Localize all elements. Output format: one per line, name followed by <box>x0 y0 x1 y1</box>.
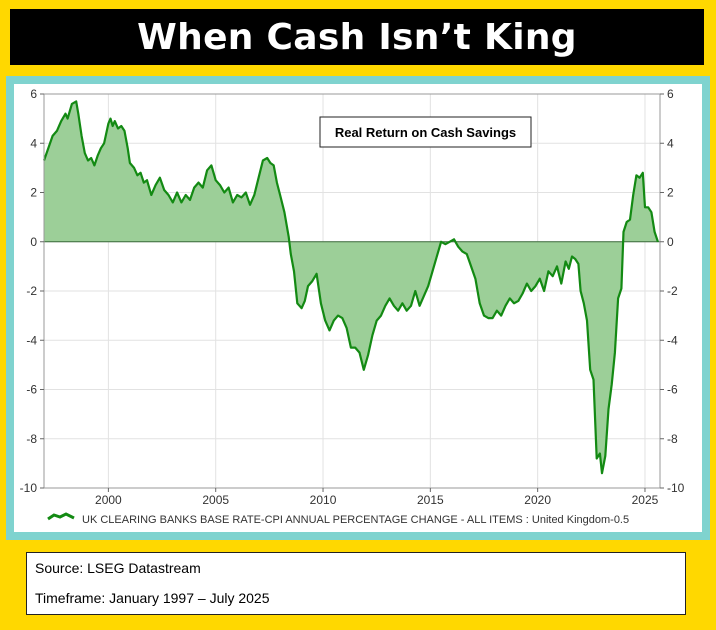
y-tick-label-right: 4 <box>667 136 674 150</box>
y-tick-label-right: 2 <box>667 186 674 200</box>
chart-title-box <box>319 116 532 148</box>
chart-frame: -10 -10 -8 -8 -6 -6 -4 -4 -2 -2 0 0 2 2 4 4 6 6 2000 2005 20… <box>6 76 710 540</box>
source-box: Source: LSEG Datastream Timeframe: Janua… <box>26 552 686 615</box>
chart-panel: -10 -10 -8 -8 -6 -6 -4 -4 -2 -2 0 0 2 2 4 4 6 6 2000 2005 20… <box>14 84 702 532</box>
timeframe-text: Timeframe: January 1997 – July 2025 <box>35 590 270 606</box>
y-tick-label-left: -8 <box>26 432 37 446</box>
x-tick-label: 2010 <box>310 493 337 507</box>
source-text: Source: LSEG Datastream <box>35 560 201 576</box>
x-tick-label: 2020 <box>524 493 551 507</box>
x-tick-label: 2000 <box>95 493 122 507</box>
y-tick-label-left: -2 <box>26 284 37 298</box>
y-tick-label-right: -2 <box>667 284 678 298</box>
y-tick-label-right: -6 <box>667 383 678 397</box>
chart-title: Real Return on Cash Savings <box>335 125 516 140</box>
y-tick-label-right: -4 <box>667 333 678 347</box>
series-line <box>42 100 659 475</box>
y-tick-label-right: 6 <box>667 87 674 101</box>
y-tick-label-left: 6 <box>30 87 37 101</box>
x-tick-label: 2015 <box>417 493 444 507</box>
legend-label: UK CLEARING BANKS BASE RATE-CPI ANNUAL P… <box>82 514 629 526</box>
x-tick-label: 2025 <box>632 493 659 507</box>
x-tick-label: 2005 <box>202 493 229 507</box>
y-tick-label-right: -10 <box>667 481 685 495</box>
y-tick-label-left: -6 <box>26 383 37 397</box>
y-tick-label-right: -8 <box>667 432 678 446</box>
y-tick-label-left: 2 <box>30 186 37 200</box>
chart: -10 -10 -8 -8 -6 -6 -4 -4 -2 -2 0 0 2 2 4 4 6 6 2000 2005 20… <box>20 87 685 526</box>
y-tick-label-left: 0 <box>30 235 37 249</box>
y-tick-label-left: -10 <box>20 481 38 495</box>
y-tick-label-right: 0 <box>667 235 674 249</box>
series-area <box>44 101 658 474</box>
y-tick-label-left: 4 <box>30 136 37 150</box>
page-title: When Cash Isn’t King <box>10 9 704 65</box>
y-tick-label-left: -4 <box>26 333 37 347</box>
legend-swatch <box>47 512 75 521</box>
